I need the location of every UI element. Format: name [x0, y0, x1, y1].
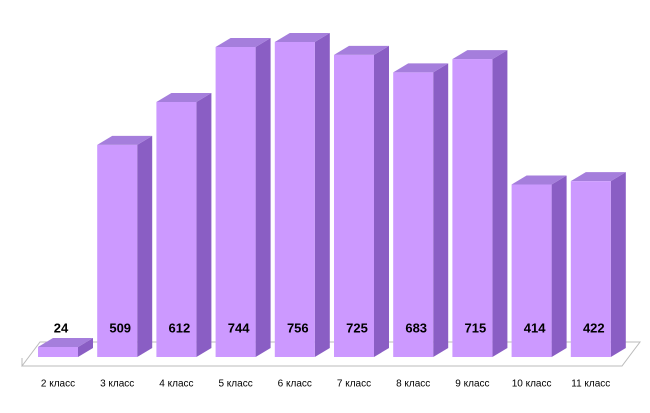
value-label: 683 [405, 320, 427, 335]
bar-top [570, 172, 626, 182]
bar-top [38, 338, 93, 347]
x-tick-label: 8 класс [396, 379, 430, 390]
value-label: 612 [169, 320, 191, 335]
bar-front [274, 42, 315, 357]
bar [38, 338, 93, 357]
bar-side [314, 33, 330, 357]
bar-side [196, 93, 212, 357]
bar-top [215, 38, 271, 47]
bar [452, 50, 508, 357]
bar-side [374, 45, 389, 358]
bar-front [570, 181, 611, 357]
bar [274, 33, 330, 357]
bar-top [393, 63, 449, 73]
bar-side [137, 135, 153, 357]
bar-top [97, 135, 153, 145]
x-tick-label: 5 класс [218, 379, 252, 390]
bar-side [551, 175, 567, 357]
value-label: 509 [109, 320, 131, 335]
bar-top [334, 45, 389, 55]
bar [334, 45, 389, 358]
value-label: 756 [287, 320, 309, 335]
value-label: 24 [54, 320, 69, 335]
value-label: 744 [228, 320, 250, 335]
bar [393, 63, 449, 358]
x-tick-label: 7 класс [337, 379, 371, 390]
value-label: 715 [465, 320, 487, 335]
bar-side [610, 172, 626, 357]
x-tick-label: 2 класс [41, 379, 75, 390]
bar-top [511, 175, 567, 185]
bar [215, 38, 271, 357]
value-label: 725 [346, 320, 368, 335]
bar [97, 135, 153, 357]
x-tick-label: 11 класс [571, 379, 610, 390]
bar-top [156, 93, 212, 102]
x-tick-label: 10 класс [512, 379, 552, 390]
bar-front [511, 184, 552, 357]
bar-front [38, 347, 78, 357]
value-label: 422 [583, 320, 605, 335]
bar-side [78, 338, 93, 357]
x-tick-label: 6 класс [278, 379, 312, 390]
bar-front [452, 59, 493, 357]
bar [156, 93, 212, 357]
bar-front [156, 102, 197, 357]
value-label: 414 [524, 320, 546, 335]
bar-front [97, 144, 138, 357]
bar-top [274, 33, 330, 42]
bar-side [255, 38, 271, 357]
x-tick-label: 4 класс [159, 379, 193, 390]
bar-front [334, 54, 374, 358]
bar [570, 172, 626, 357]
bar [511, 175, 567, 357]
bar-front [393, 72, 434, 358]
bar-side [492, 50, 508, 357]
x-tick-label: 3 класс [100, 379, 134, 390]
x-tick-label: 9 класс [455, 379, 489, 390]
bar-front [215, 47, 256, 357]
bar-top [452, 50, 508, 60]
bar-side [433, 63, 449, 358]
